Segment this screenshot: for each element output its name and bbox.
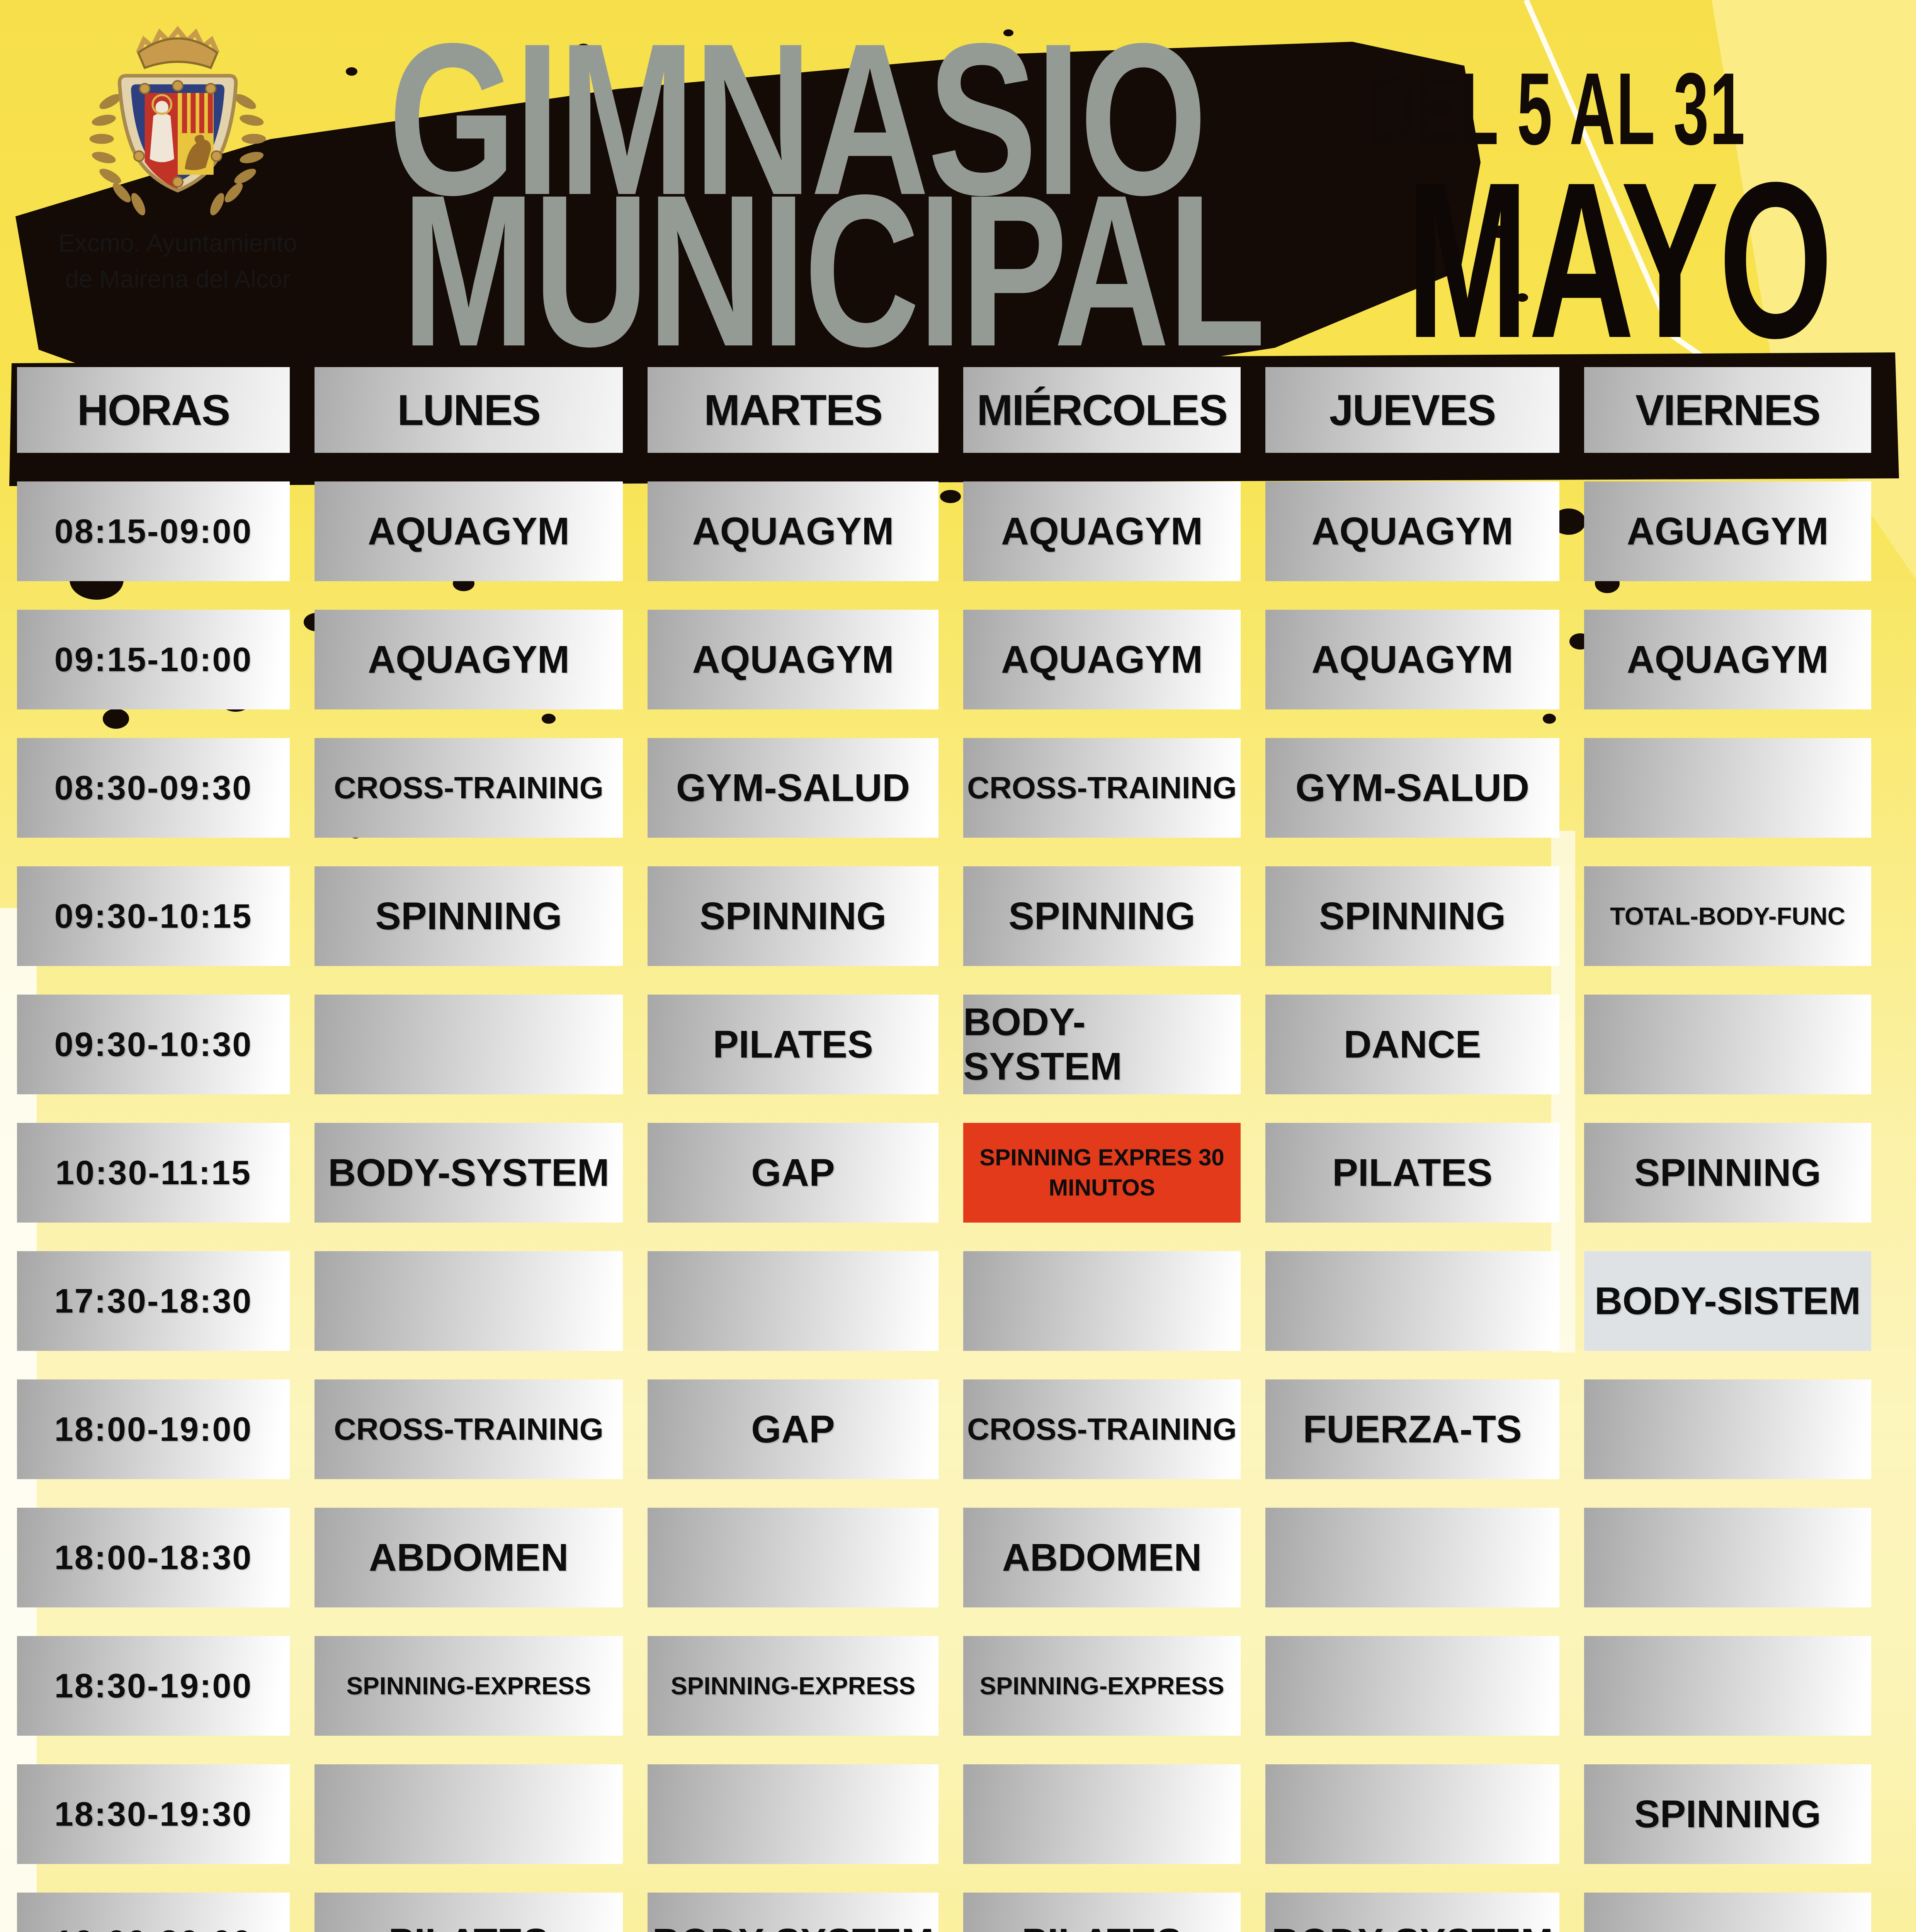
empty-cell: [1584, 738, 1871, 838]
class-cell-pilates: PILATES: [648, 995, 938, 1094]
class-cell-body-system: BODY-SYSTEM: [315, 1123, 623, 1223]
class-cell-body-system: BODY-SYSTEM: [648, 1893, 938, 1932]
empty-cell: [648, 1508, 938, 1607]
header-cell-viernes: VIERNES: [1584, 367, 1871, 453]
class-cell-body-system: BODY-SYSTEM: [1265, 1893, 1559, 1932]
class-cell-aquagym: AQUAGYM: [963, 481, 1241, 581]
city-crest-icon: [89, 26, 266, 216]
empty-cell: [963, 1251, 1241, 1351]
poster-title-line2: MUNICIPAL: [402, 150, 1266, 391]
org-name-line2: de Mairena del Alcor: [65, 265, 291, 293]
class-cell-aquagym: AQUAGYM: [648, 610, 938, 709]
class-cell-gym-salud: GYM-SALUD: [1265, 738, 1559, 838]
time-cell: 09:15-10:00: [17, 610, 290, 709]
class-cell-aquagym: AQUAGYM: [315, 481, 623, 581]
header-cell-miercoles: MIÉRCOLES: [963, 367, 1241, 453]
class-cell-aquagym: AQUAGYM: [648, 481, 938, 581]
class-cell-spinning: SPINNING: [1584, 1123, 1871, 1223]
empty-cell: [1584, 1893, 1871, 1932]
header-cell-martes: MARTES: [648, 367, 938, 453]
time-cell: 18:30-19:00: [17, 1636, 290, 1736]
class-cell-aquagym: AQUAGYM: [1265, 481, 1559, 581]
empty-cell: [648, 1764, 938, 1864]
class-cell-body-system: BODY-SYSTEM: [963, 995, 1241, 1094]
class-cell-cross-training: CROSS-TRAINING: [963, 738, 1241, 838]
class-cell-aquagym: AQUAGYM: [1265, 610, 1559, 709]
empty-cell: [1584, 1636, 1871, 1736]
empty-cell: [315, 995, 623, 1094]
class-cell-aquagym: AQUAGYM: [963, 610, 1241, 709]
month-title: MAYO: [1406, 136, 1833, 384]
class-cell-gap: GAP: [648, 1123, 938, 1223]
crest-block: Excmo. Ayuntamiento de Mairena del Alcor: [43, 15, 313, 297]
class-cell-cross-training: CROSS-TRAINING: [963, 1379, 1241, 1479]
time-cell: 17:30-18:30: [17, 1251, 290, 1351]
class-cell-spinning-expres-30-minutos: SPINNING EXPRES 30 MINUTOS: [963, 1123, 1241, 1223]
time-cell: 09:30-10:15: [17, 866, 290, 966]
empty-cell: [315, 1251, 623, 1351]
class-cell-total-body-func: TOTAL-BODY-FUNC: [1584, 866, 1871, 966]
class-cell-cross-training: CROSS-TRAINING: [315, 738, 623, 838]
header-cell-horas: HORAS: [17, 367, 290, 453]
empty-cell: [1584, 995, 1871, 1094]
class-cell-spinning: SPINNING: [315, 866, 623, 966]
class-cell-pilates: PILATES: [1265, 1123, 1559, 1223]
empty-cell: [1265, 1251, 1559, 1351]
time-cell: 18:30-19:30: [17, 1764, 290, 1864]
class-cell-dance: DANCE: [1265, 995, 1559, 1094]
class-cell-abdomen: ABDOMEN: [963, 1508, 1241, 1607]
empty-cell: [315, 1764, 623, 1864]
empty-cell: [1265, 1508, 1559, 1607]
time-cell: 08:30-09:30: [17, 738, 290, 838]
time-cell: 09:30-10:30: [17, 995, 290, 1094]
class-cell-cross-training: CROSS-TRAINING: [315, 1379, 623, 1479]
org-name-line1: Excmo. Ayuntamiento: [58, 229, 297, 257]
time-cell: 18:00-19:00: [17, 1379, 290, 1479]
class-cell-aquagym: AQUAGYM: [1584, 610, 1871, 709]
class-cell-pilates: PILATES: [315, 1893, 623, 1932]
header-cell-jueves: JUEVES: [1265, 367, 1559, 453]
poster-title-line1: GIMNASIO: [388, 0, 1207, 240]
class-cell-gym-salud: GYM-SALUD: [648, 738, 938, 838]
class-cell-spinning-express: SPINNING-EXPRESS: [648, 1636, 938, 1736]
class-cell-spinning-express: SPINNING-EXPRESS: [963, 1636, 1241, 1736]
class-cell-spinning: SPINNING: [648, 866, 938, 966]
time-cell: 08:15-09:00: [17, 481, 290, 581]
class-cell-pilates: PILATES: [963, 1893, 1241, 1932]
empty-cell: [1265, 1636, 1559, 1736]
class-cell-spinning: SPINNING: [963, 866, 1241, 966]
empty-cell: [1584, 1379, 1871, 1479]
header-cell-lunes: LUNES: [315, 367, 623, 453]
schedule-table: HORAS LUNES MARTES MIÉRCOLES JUEVES VIERNES 08…: [17, 367, 1871, 1932]
time-cell: 10:30-11:15: [17, 1123, 290, 1223]
date-range: DEL 5 AL 31: [1370, 52, 1746, 166]
class-cell-gap: GAP: [648, 1379, 938, 1479]
time-cell: 18:00-18:30: [17, 1508, 290, 1607]
class-cell-fuerza-ts: FUERZA-TS: [1265, 1379, 1559, 1479]
class-cell-spinning: SPINNING: [1584, 1764, 1871, 1864]
class-cell-body-sistem: BODY-SISTEM: [1584, 1251, 1871, 1351]
class-cell-spinning: SPINNING: [1265, 866, 1559, 966]
class-cell-aguagym: AGUAGYM: [1584, 481, 1871, 581]
empty-cell: [1265, 1764, 1559, 1864]
class-cell-spinning-express: SPINNING-EXPRESS: [315, 1636, 623, 1736]
class-cell-abdomen: ABDOMEN: [315, 1508, 623, 1607]
empty-cell: [1584, 1508, 1871, 1607]
empty-cell: [963, 1764, 1241, 1864]
time-cell: 19:00-20:00: [17, 1893, 290, 1932]
empty-cell: [648, 1251, 938, 1351]
class-cell-aquagym: AQUAGYM: [315, 610, 623, 709]
